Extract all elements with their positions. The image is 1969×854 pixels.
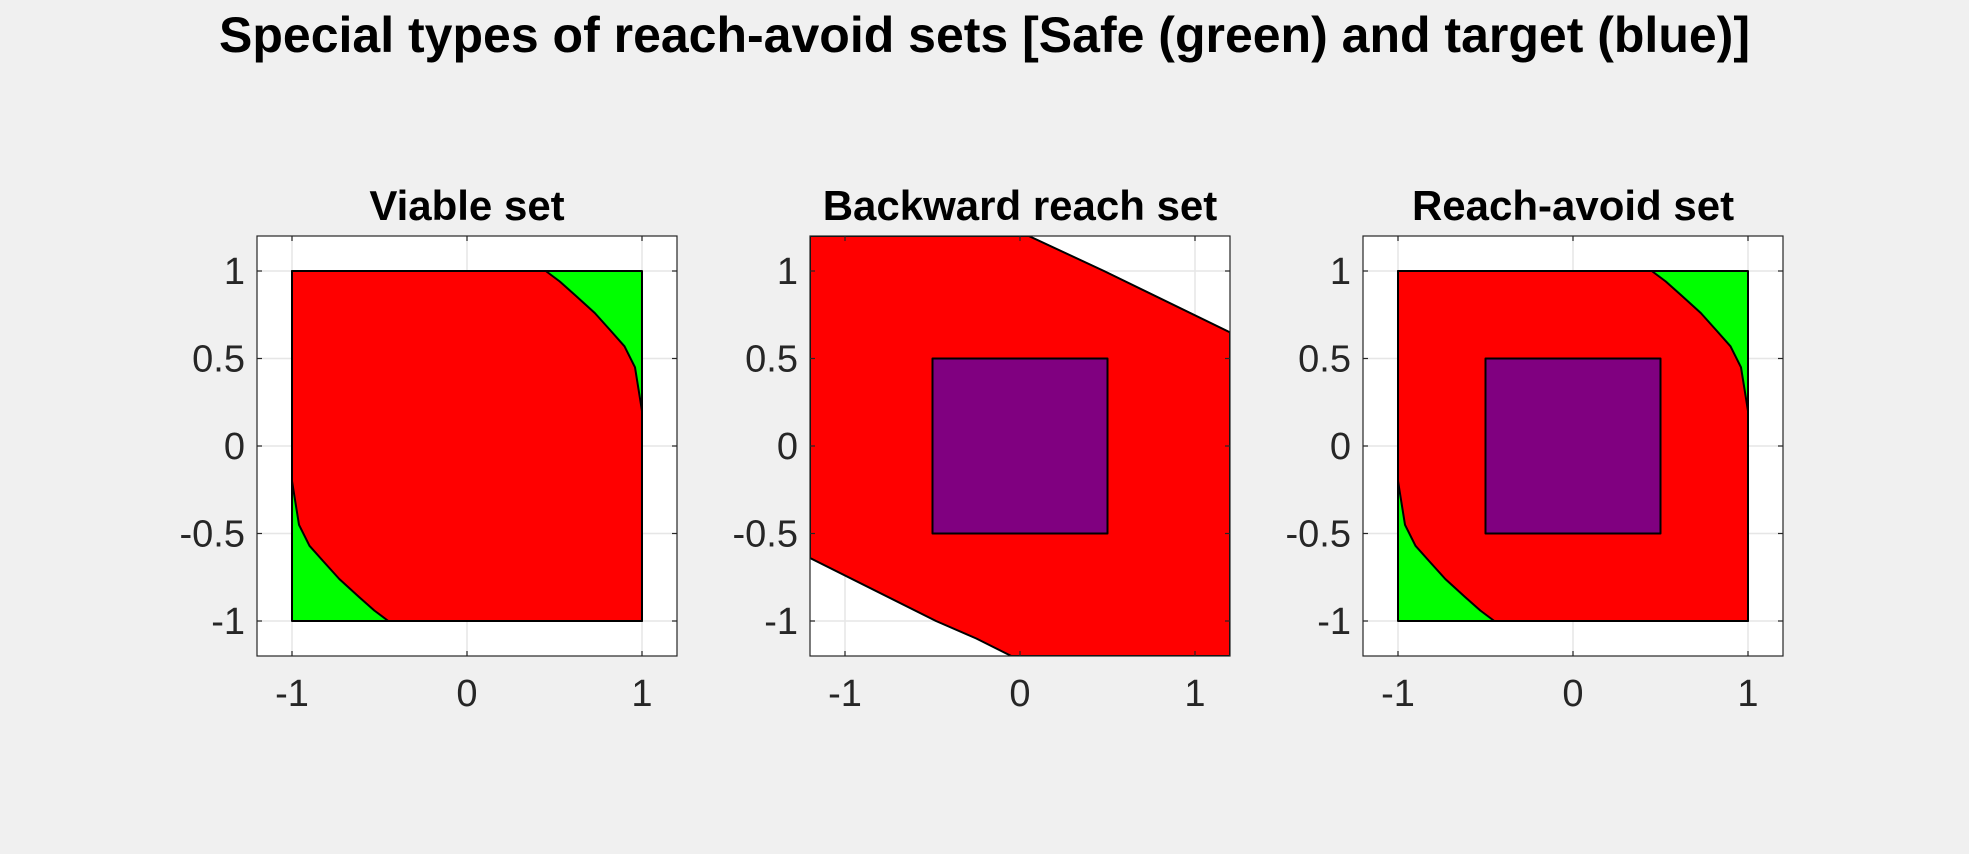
y-tick-label: 0 bbox=[777, 426, 798, 468]
y-tick-label: 0.5 bbox=[745, 339, 798, 381]
subplot-reach-avoid-set: Reach-avoid set -1 0 1 -1 -0.5 0 0.5 1 bbox=[1286, 182, 1784, 715]
y-tick-label: 0.5 bbox=[1298, 339, 1351, 381]
y-tick-label: -0.5 bbox=[733, 514, 798, 556]
target-region bbox=[931, 357, 1109, 535]
subplot-backward-reach-set: Backward reach set -1 0 1 -1 -0.5 0 0.5 1 bbox=[733, 182, 1231, 715]
regions bbox=[1397, 270, 1749, 622]
y-tick-label: -1 bbox=[211, 601, 245, 643]
y-tick-label: -1 bbox=[1317, 601, 1351, 643]
regions bbox=[810, 236, 1230, 656]
reach-region bbox=[291, 270, 643, 622]
y-tick-label: -0.5 bbox=[180, 514, 245, 556]
y-tick-label: -0.5 bbox=[1286, 514, 1351, 556]
y-tick-label: 1 bbox=[224, 251, 245, 293]
subplot-title: Backward reach set bbox=[823, 182, 1218, 229]
x-tick-label: 0 bbox=[1562, 673, 1583, 715]
x-tick-label: 1 bbox=[631, 673, 652, 715]
y-tick-label: -1 bbox=[764, 601, 798, 643]
x-tick-label: -1 bbox=[828, 673, 862, 715]
y-tick-label: 0.5 bbox=[192, 339, 245, 381]
ticks: -1 0 1 -1 -0.5 0 0.5 1 bbox=[733, 236, 1230, 715]
x-tick-label: 1 bbox=[1737, 673, 1758, 715]
figure-title: Special types of reach-avoid sets [Safe … bbox=[219, 7, 1750, 63]
ticks: -1 0 1 -1 -0.5 0 0.5 1 bbox=[180, 236, 677, 715]
x-tick-label: 0 bbox=[1009, 673, 1030, 715]
subplot-title: Viable set bbox=[369, 182, 564, 229]
ticks: -1 0 1 -1 -0.5 0 0.5 1 bbox=[1286, 236, 1783, 715]
regions bbox=[291, 270, 643, 622]
x-tick-label: -1 bbox=[1381, 673, 1415, 715]
y-tick-label: 0 bbox=[1330, 426, 1351, 468]
subplot-title: Reach-avoid set bbox=[1412, 182, 1734, 229]
x-tick-label: -1 bbox=[275, 673, 309, 715]
y-tick-label: 1 bbox=[777, 251, 798, 293]
target-region bbox=[1484, 357, 1662, 535]
subplot-viable-set: Viable set -1 0 1 -1 -0.5 0 0.5 1 bbox=[180, 182, 678, 715]
x-tick-label: 1 bbox=[1184, 673, 1205, 715]
x-tick-label: 0 bbox=[456, 673, 477, 715]
y-tick-label: 0 bbox=[224, 426, 245, 468]
y-tick-label: 1 bbox=[1330, 251, 1351, 293]
